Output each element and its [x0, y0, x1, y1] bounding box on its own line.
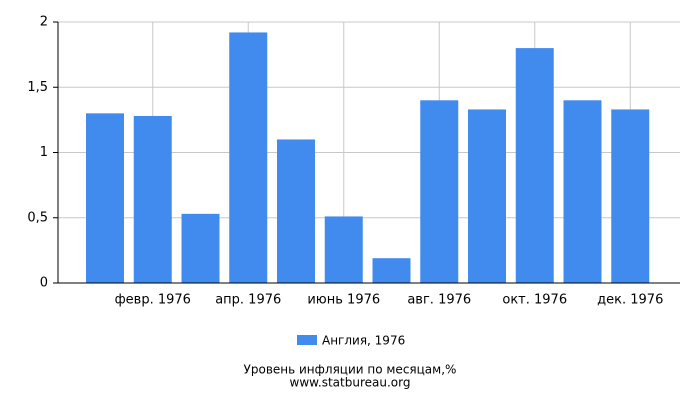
legend-swatch [297, 335, 317, 345]
x-tick-label: окт. 1976 [502, 293, 567, 308]
bar [277, 139, 315, 283]
bar [86, 113, 124, 283]
chart-title: Уровень инфляции по месяцам,% [244, 363, 457, 377]
y-tick-label: 1,5 [27, 80, 48, 95]
y-tick-label: 0,5 [27, 210, 48, 225]
y-tick-label: 2 [40, 15, 48, 30]
bar [563, 100, 602, 283]
bar [181, 213, 220, 283]
bar [229, 32, 268, 283]
legend-label: Англия, 1976 [322, 334, 405, 348]
bar [611, 109, 650, 283]
bar [133, 115, 172, 284]
source: www.statbureau.org [290, 376, 411, 390]
bar [420, 100, 459, 283]
bar [372, 258, 411, 283]
x-tick-label: дек. 1976 [597, 293, 663, 308]
bar [468, 109, 506, 283]
x-tick-label: апр. 1976 [215, 293, 281, 308]
x-tick-label: февр. 1976 [115, 293, 191, 308]
x-tick-label: авг. 1976 [407, 293, 471, 308]
y-tick-label: 0 [40, 276, 48, 291]
y-tick-label: 1 [40, 145, 48, 160]
x-tick-label: июнь 1976 [307, 293, 380, 308]
bar [324, 216, 363, 283]
bar [515, 48, 554, 283]
